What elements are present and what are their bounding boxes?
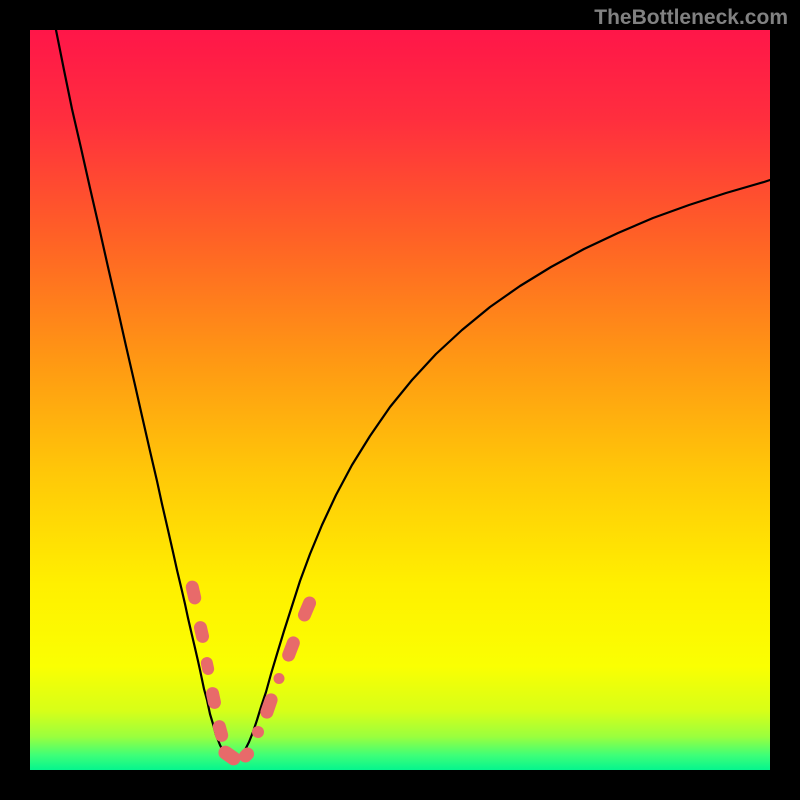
plot-area <box>30 30 770 770</box>
gradient-background <box>30 30 770 770</box>
watermark-text: TheBottleneck.com <box>594 6 788 30</box>
chart-frame: TheBottleneck.com <box>0 0 800 800</box>
chart-svg <box>30 30 770 770</box>
